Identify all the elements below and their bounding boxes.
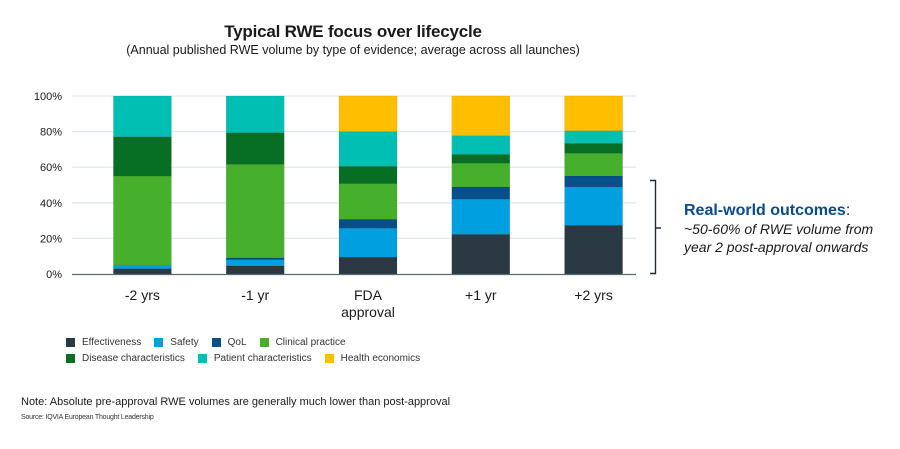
chart-title: Typical RWE focus over lifecycle <box>224 22 482 41</box>
bar-segment-health-economics <box>451 95 511 136</box>
bar-segment-safety <box>451 198 511 235</box>
bars <box>113 95 623 275</box>
legend-label: Clinical practice <box>275 336 346 348</box>
bar-segment-disease-characteristics <box>451 154 511 164</box>
legend-swatch-icon <box>211 337 221 347</box>
callout-line-1: ~50-60% of RWE volume from <box>684 221 874 237</box>
legend-item: QoL <box>211 336 247 348</box>
bar-segment-effectiveness <box>451 234 511 275</box>
x-tick-label: +2 yrs <box>574 287 613 303</box>
legend: Effectiveness Safety QoL Clinical practice … <box>66 334 486 366</box>
bar-segment-patient-characteristics <box>338 131 398 167</box>
footnote: Note: Absolute pre-approval RWE volumes … <box>21 396 451 408</box>
bar-segment-effectiveness <box>564 224 623 275</box>
bar-segment-safety <box>338 227 398 258</box>
bar-segment-safety <box>225 259 285 267</box>
bar-stack <box>225 95 285 275</box>
bar-stack <box>113 95 172 275</box>
bar-segment-disease-characteristics <box>225 132 285 165</box>
x-tick-label: -2 yrs <box>125 287 160 303</box>
callout-line-2: year 2 post-approval onwards <box>684 239 869 255</box>
bar-segment-qol <box>451 186 511 200</box>
bar-segment-patient-characteristics <box>451 135 511 155</box>
y-tick-label: 20% <box>40 233 62 245</box>
y-axis-ticks: 0% 20% 40% 60% 80% 100% <box>34 91 62 281</box>
bar-segment-effectiveness <box>338 256 398 275</box>
legend-swatch-icon <box>66 337 75 347</box>
bar-segment-patient-characteristics <box>225 95 285 133</box>
bar-segment-qol <box>564 175 623 188</box>
legend-swatch-icon <box>259 337 269 347</box>
bar-segment-safety <box>113 264 172 269</box>
legend-swatch-icon <box>197 353 207 363</box>
chart-subtitle: (Annual published RWE volume by type of … <box>126 43 580 57</box>
legend-swatch-icon <box>324 353 334 363</box>
bar-segment-patient-characteristics <box>113 95 172 138</box>
bar-segment-clinical-practice <box>451 162 511 188</box>
callout-heading: Real-world outcomes <box>684 202 846 219</box>
bar-segment-clinical-practice <box>225 164 285 259</box>
legend-label: Effectiveness <box>82 336 142 348</box>
callout-colon: : <box>845 202 851 219</box>
bar-segment-disease-characteristics <box>113 136 172 177</box>
bar-stack <box>564 95 623 275</box>
bar-segment-safety <box>564 186 623 226</box>
x-tick-label: +1 yr <box>465 287 497 303</box>
legend-item: Disease characteristics <box>66 353 185 364</box>
bar-segment-effectiveness <box>113 268 172 275</box>
bar-segment-disease-characteristics <box>564 143 623 154</box>
bracket-icon <box>650 179 661 275</box>
bar-stack <box>451 95 511 275</box>
legend-swatch-icon <box>154 337 164 347</box>
bar-segment-health-economics <box>564 95 623 132</box>
y-tick-label: 60% <box>40 162 62 174</box>
legend-item: Clinical practice <box>259 336 346 348</box>
legend-label: Safety <box>170 336 199 348</box>
legend-label: Patient characteristics <box>213 352 312 364</box>
legend-label: Disease characteristics <box>82 352 185 364</box>
legend-label: QoL <box>227 336 247 348</box>
bar-segment-clinical-practice <box>564 153 623 177</box>
x-tick-label: FDA <box>354 287 383 303</box>
y-tick-label: 0% <box>46 269 62 281</box>
bar-segment-effectiveness <box>225 265 285 275</box>
x-tick-label: -1 yr <box>241 287 269 303</box>
legend-item: Safety <box>154 336 199 348</box>
legend-item: Effectiveness <box>66 337 141 348</box>
x-tick-label-line2: approval <box>341 304 395 320</box>
legend-item: Patient characteristics <box>197 352 312 364</box>
legend-swatch-icon <box>66 353 75 363</box>
source-note: Source: IQVIA European Thought Leadershi… <box>21 414 154 421</box>
bar-segment-disease-characteristics <box>338 166 398 185</box>
bar-segment-patient-characteristics <box>564 130 623 144</box>
legend-row-1: Effectiveness Safety QoL Clinical practice <box>66 334 486 350</box>
legend-row-2: Disease characteristics Patient character… <box>66 350 486 366</box>
bar-segment-health-economics <box>338 95 398 132</box>
bar-segment-qol <box>338 218 398 229</box>
legend-label: Health economics <box>340 352 421 364</box>
bar-segment-clinical-practice <box>113 175 172 266</box>
y-tick-label: 80% <box>40 127 62 139</box>
y-tick-label: 100% <box>34 91 62 103</box>
bar-segment-clinical-practice <box>338 183 398 220</box>
bar-stack <box>338 95 398 275</box>
y-tick-label: 40% <box>40 198 62 210</box>
legend-item: Health economics <box>324 352 421 364</box>
callout: Real-world outcomes: ~50-60% of RWE volu… <box>684 202 894 256</box>
